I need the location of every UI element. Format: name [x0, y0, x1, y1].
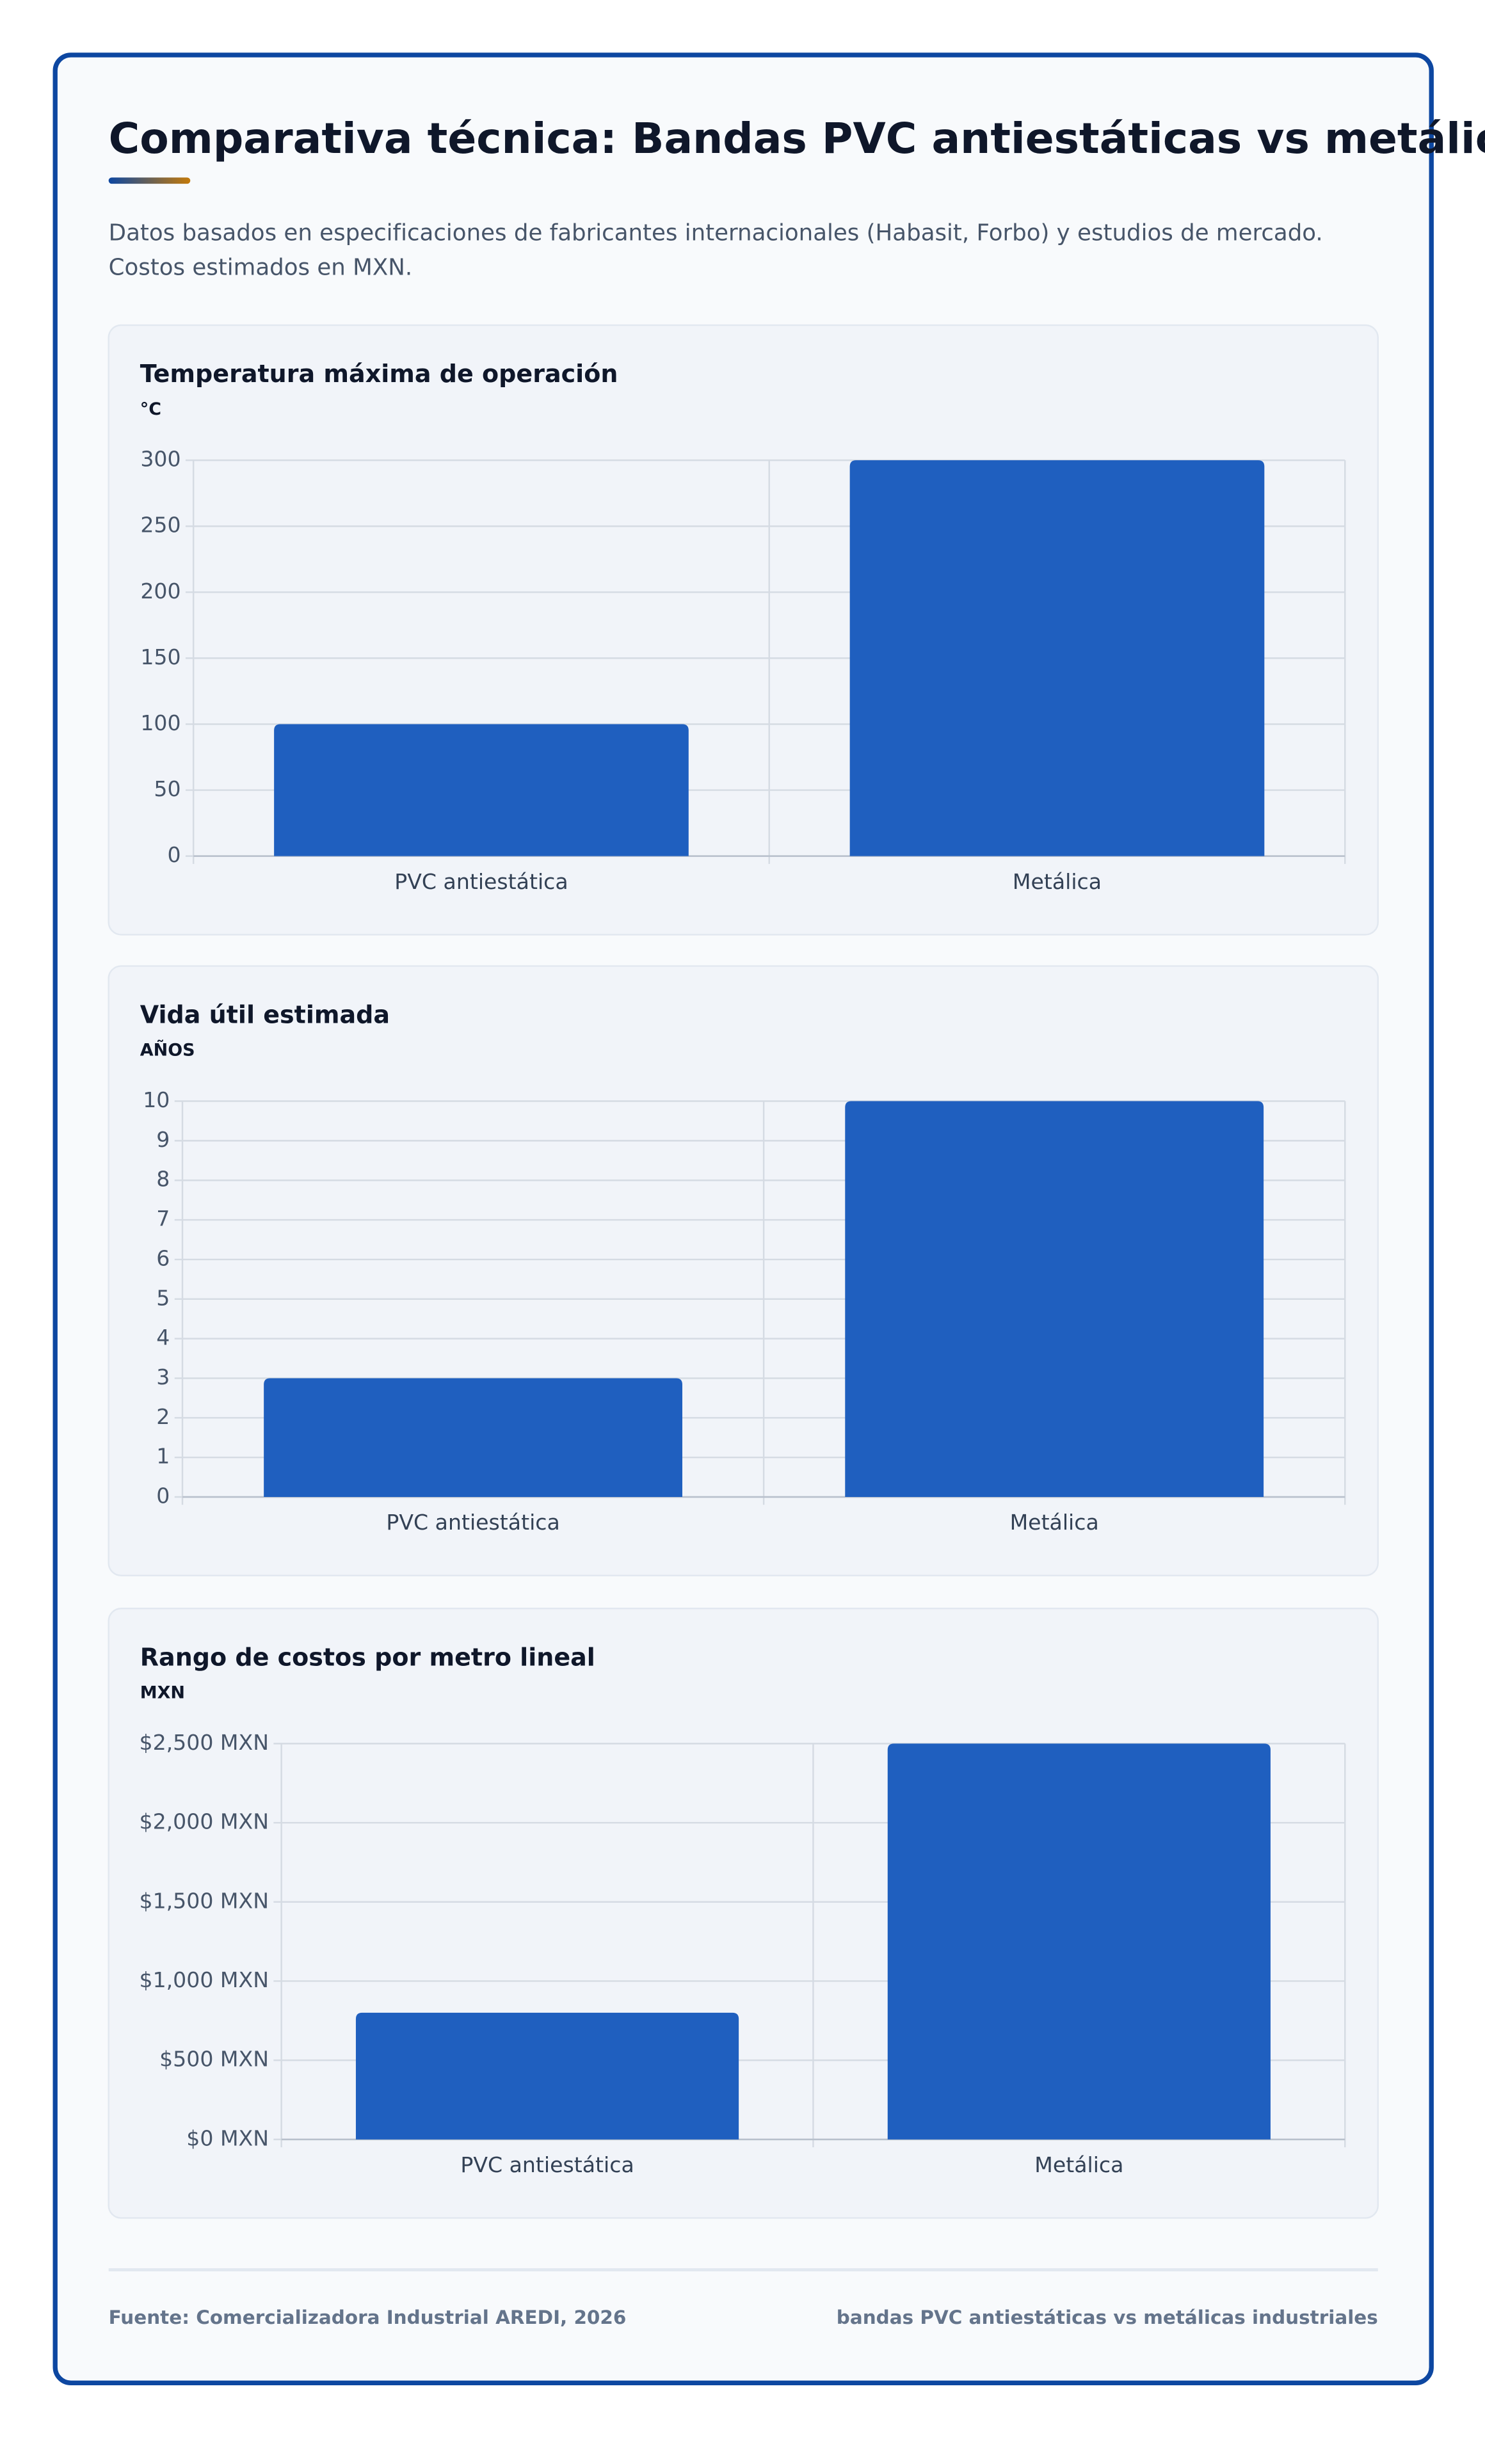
chart-title: Temperatura máxima de operación — [140, 360, 618, 388]
footer-source: Fuente: Comercializadora Industrial ARED… — [109, 2307, 627, 2328]
x-tick-label: PVC antiestática — [394, 869, 568, 894]
chart-title: Vida útil estimada — [140, 1000, 390, 1028]
y-tick-label: 150 — [140, 644, 181, 669]
y-tick-label: 9 — [156, 1127, 170, 1152]
y-tick-label: $2,000 MXN — [140, 1809, 269, 1834]
y-tick-label: 6 — [156, 1245, 170, 1270]
y-axis-label: °C — [140, 399, 161, 419]
bar — [887, 1743, 1271, 2140]
y-tick-label: 7 — [156, 1206, 170, 1231]
subtitle: Datos basados en especificaciones de fab… — [108, 221, 1323, 282]
y-tick-label: 300 — [140, 447, 181, 472]
y-tick-label: 8 — [156, 1167, 170, 1192]
y-tick-label: 3 — [156, 1364, 170, 1389]
y-tick-label: 1 — [156, 1444, 170, 1469]
y-tick-label: $2,500 MXN — [140, 1730, 269, 1755]
y-axis-label: MXN — [140, 1683, 185, 1702]
bar — [845, 1101, 1264, 1498]
y-tick-label: 2 — [156, 1404, 170, 1429]
page-title: Comparativa técnica: Bandas PVC antiestá… — [109, 113, 1485, 163]
y-tick-label: 0 — [167, 842, 181, 867]
y-tick-label: $500 MXN — [159, 2047, 269, 2072]
y-tick-label: 0 — [156, 1484, 170, 1508]
y-tick-label: 100 — [140, 710, 181, 735]
x-tick-label: Metálica — [1034, 2152, 1123, 2177]
chart-title: Rango de costos por metro lineal — [140, 1643, 595, 1671]
y-tick-label: 50 — [154, 776, 181, 801]
y-tick-label: 200 — [140, 579, 181, 604]
x-tick-label: Metálica — [1010, 1510, 1099, 1535]
y-tick-label: $1,500 MXN — [140, 1888, 269, 1913]
title-underline — [108, 177, 191, 184]
y-tick-label: $1,000 MXN — [140, 1967, 269, 1992]
x-tick-label: PVC antiestática — [386, 1510, 559, 1535]
bar — [274, 724, 689, 856]
y-tick-label: $0 MXN — [186, 2125, 269, 2150]
y-tick-label: 5 — [156, 1285, 170, 1310]
bar — [264, 1378, 682, 1498]
bar — [849, 460, 1265, 856]
footer-tag: bandas PVC antiestáticas vs metálicas in… — [837, 2307, 1378, 2328]
subtitle-box: Datos basados en especificaciones de fab… — [108, 221, 1323, 282]
y-tick-label: 4 — [156, 1325, 170, 1350]
y-tick-label: 10 — [143, 1087, 170, 1112]
y-axis-label: AÑOS — [140, 1039, 195, 1060]
y-tick-label: 250 — [140, 513, 181, 538]
x-tick-label: Metálica — [1013, 869, 1102, 894]
x-tick-label: PVC antiestática — [460, 2152, 634, 2177]
bar — [355, 2012, 739, 2140]
